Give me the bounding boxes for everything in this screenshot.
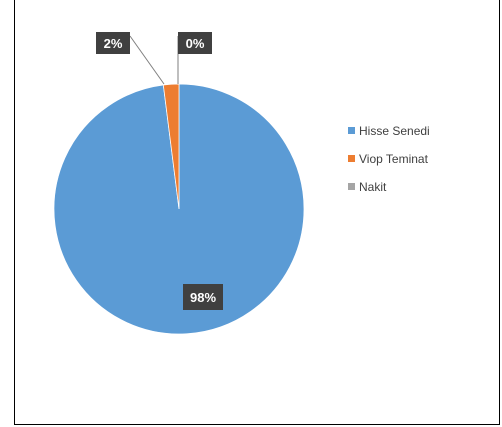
legend-label: Hisse Senedi — [359, 124, 430, 138]
legend-swatch — [348, 127, 355, 134]
leader-lines — [129, 35, 179, 85]
legend-label: Nakit — [359, 180, 387, 194]
legend-label: Viop Teminat — [359, 152, 429, 166]
leader-line-viop-teminat — [129, 35, 165, 85]
data-label-nakit: 0% — [178, 32, 212, 54]
pie-slice-viop-teminat — [162, 83, 180, 210]
legend-item-hisse-senedi: Hisse Senedi — [348, 124, 430, 138]
legend: Hisse Senedi Viop Teminat Nakit — [348, 124, 430, 194]
legend-item-nakit: Nakit — [348, 180, 387, 194]
pie-slices — [53, 83, 305, 335]
legend-swatch — [348, 155, 355, 162]
data-label-box — [183, 284, 223, 310]
data-label-box — [96, 32, 130, 54]
data-label-text: 0% — [186, 36, 205, 51]
legend-item-viop-teminat: Viop Teminat — [348, 152, 429, 166]
legend-swatch — [348, 183, 355, 190]
data-label-hisse-senedi: 98% — [183, 284, 223, 310]
data-label-box — [178, 32, 212, 54]
data-label-viop-teminat: 2% — [96, 32, 130, 54]
data-label-text: 98% — [190, 290, 216, 305]
data-label-text: 2% — [104, 36, 123, 51]
data-labels: 98% 2% 0% — [96, 32, 223, 310]
